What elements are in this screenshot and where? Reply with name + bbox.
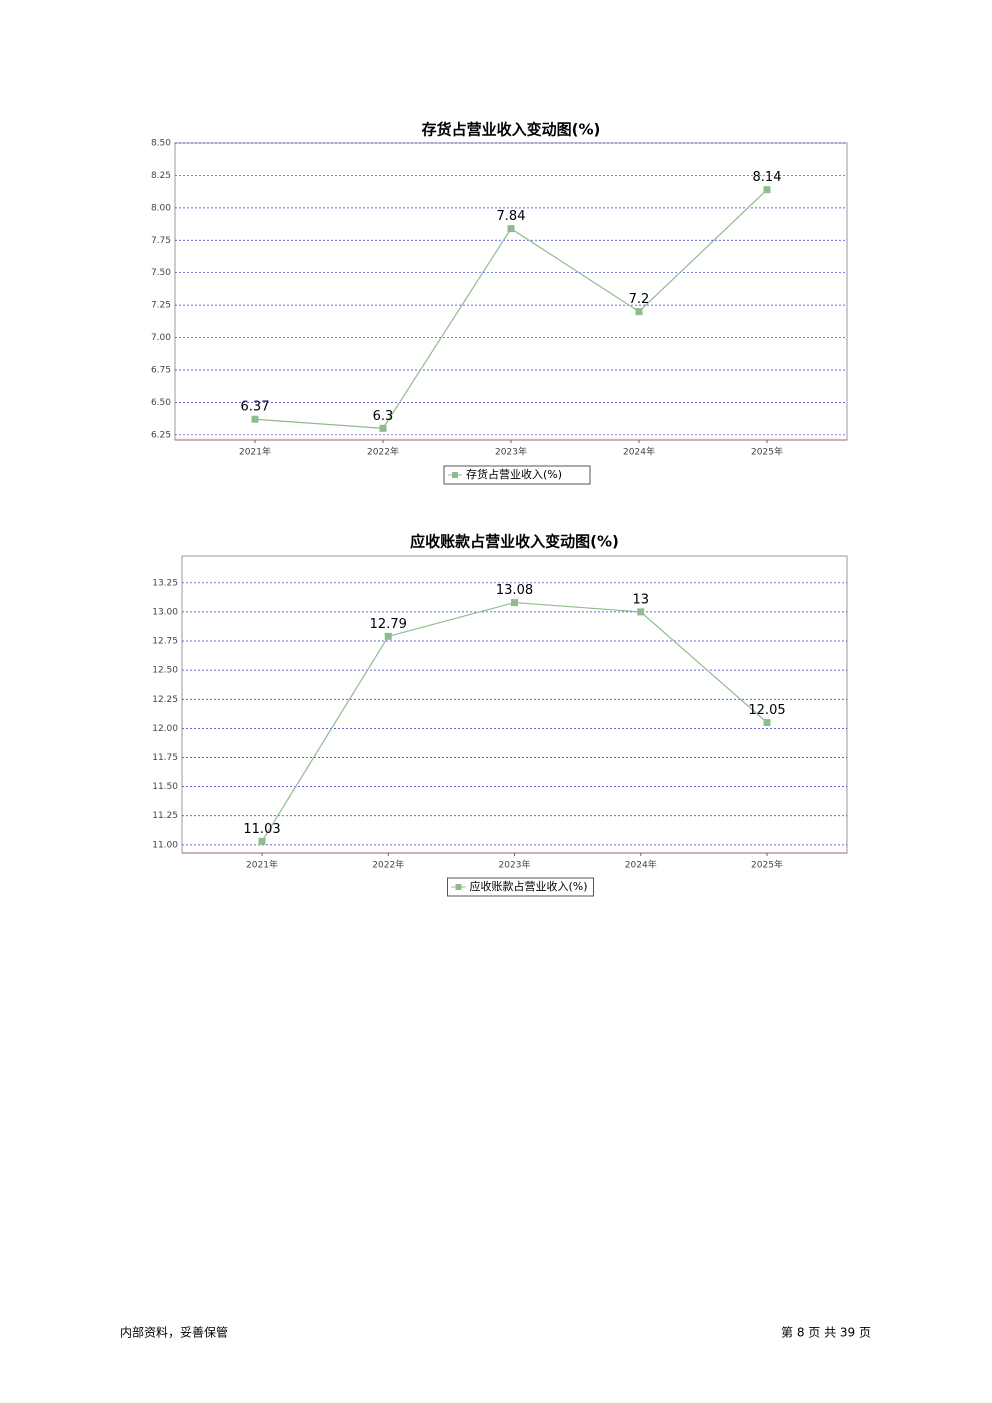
- data-label: 12.05: [748, 703, 785, 718]
- data-label: 13: [632, 592, 649, 607]
- legend-label: 存货占营业收入(%): [466, 467, 562, 481]
- data-label: 6.37: [241, 400, 270, 415]
- y-tick-label: 13.00: [152, 607, 178, 617]
- y-tick-label: 6.75: [151, 365, 171, 375]
- x-tick-label: 2022年: [372, 859, 404, 871]
- x-tick-label: 2021年: [239, 446, 271, 458]
- point: [763, 186, 771, 194]
- legend-box: [447, 877, 594, 897]
- legend-marker: [452, 472, 458, 478]
- y-tick-label: 12.75: [152, 637, 178, 647]
- x-tick-label: 2021年: [246, 859, 278, 871]
- x-tick-label: 2023年: [495, 446, 527, 458]
- legend-box: [443, 465, 591, 485]
- chart-title: 存货占营业收入变动图(%): [422, 121, 601, 139]
- point: [251, 415, 259, 423]
- footer-note: 内部资料，妥善保管: [120, 1325, 228, 1340]
- point: [511, 599, 518, 607]
- x-tick-label: 2022年: [367, 446, 399, 458]
- legend-label: 应收账款占营业收入(%): [470, 879, 588, 893]
- point: [637, 608, 645, 616]
- chart-title: 应收账款占营业收入变动图(%): [410, 533, 619, 551]
- y-tick-label: 13.25: [152, 578, 178, 588]
- y-tick-label: 12.25: [152, 695, 178, 705]
- y-tick-label: 12.00: [152, 724, 178, 734]
- y-tick-label: 11.75: [152, 753, 178, 763]
- point: [258, 837, 266, 845]
- y-tick-label: 11.25: [152, 811, 178, 821]
- y-tick-label: 7.75: [151, 236, 171, 246]
- point: [384, 632, 392, 640]
- y-tick-label: 7.50: [151, 268, 171, 278]
- plot-area: [181, 555, 848, 854]
- data-label: 11.03: [243, 822, 280, 837]
- legend-marker: [455, 884, 462, 890]
- footer-page: 第 8 页 共 39 页: [781, 1326, 871, 1340]
- plot-area: [174, 142, 848, 441]
- data-label: 6.3: [373, 409, 394, 424]
- data-label: 7.2: [629, 292, 650, 307]
- y-tick-label: 11.50: [152, 782, 178, 792]
- y-tick-label: 8.25: [151, 171, 171, 181]
- y-tick-label: 6.25: [151, 430, 171, 440]
- point: [635, 308, 643, 316]
- y-tick-label: 11.00: [152, 840, 178, 850]
- data-label: 7.84: [497, 209, 526, 224]
- y-tick-label: 12.50: [152, 666, 178, 676]
- y-tick-label: 8.50: [151, 139, 171, 149]
- x-tick-label: 2025年: [751, 446, 783, 458]
- y-tick-label: 6.50: [151, 398, 171, 408]
- point: [763, 719, 771, 727]
- x-tick-label: 2025年: [751, 859, 783, 871]
- x-tick-label: 2024年: [623, 446, 655, 458]
- x-tick-label: 2023年: [499, 859, 531, 871]
- data-label: 8.14: [753, 170, 782, 185]
- y-tick-label: 7.25: [151, 301, 171, 311]
- y-tick-label: 8.00: [151, 203, 171, 213]
- y-tick-label: 7.00: [151, 333, 171, 343]
- x-tick-label: 2024年: [625, 859, 657, 871]
- data-label: 12.79: [370, 617, 407, 632]
- data-label: 13.08: [496, 583, 533, 598]
- point: [379, 424, 387, 432]
- point: [507, 225, 515, 233]
